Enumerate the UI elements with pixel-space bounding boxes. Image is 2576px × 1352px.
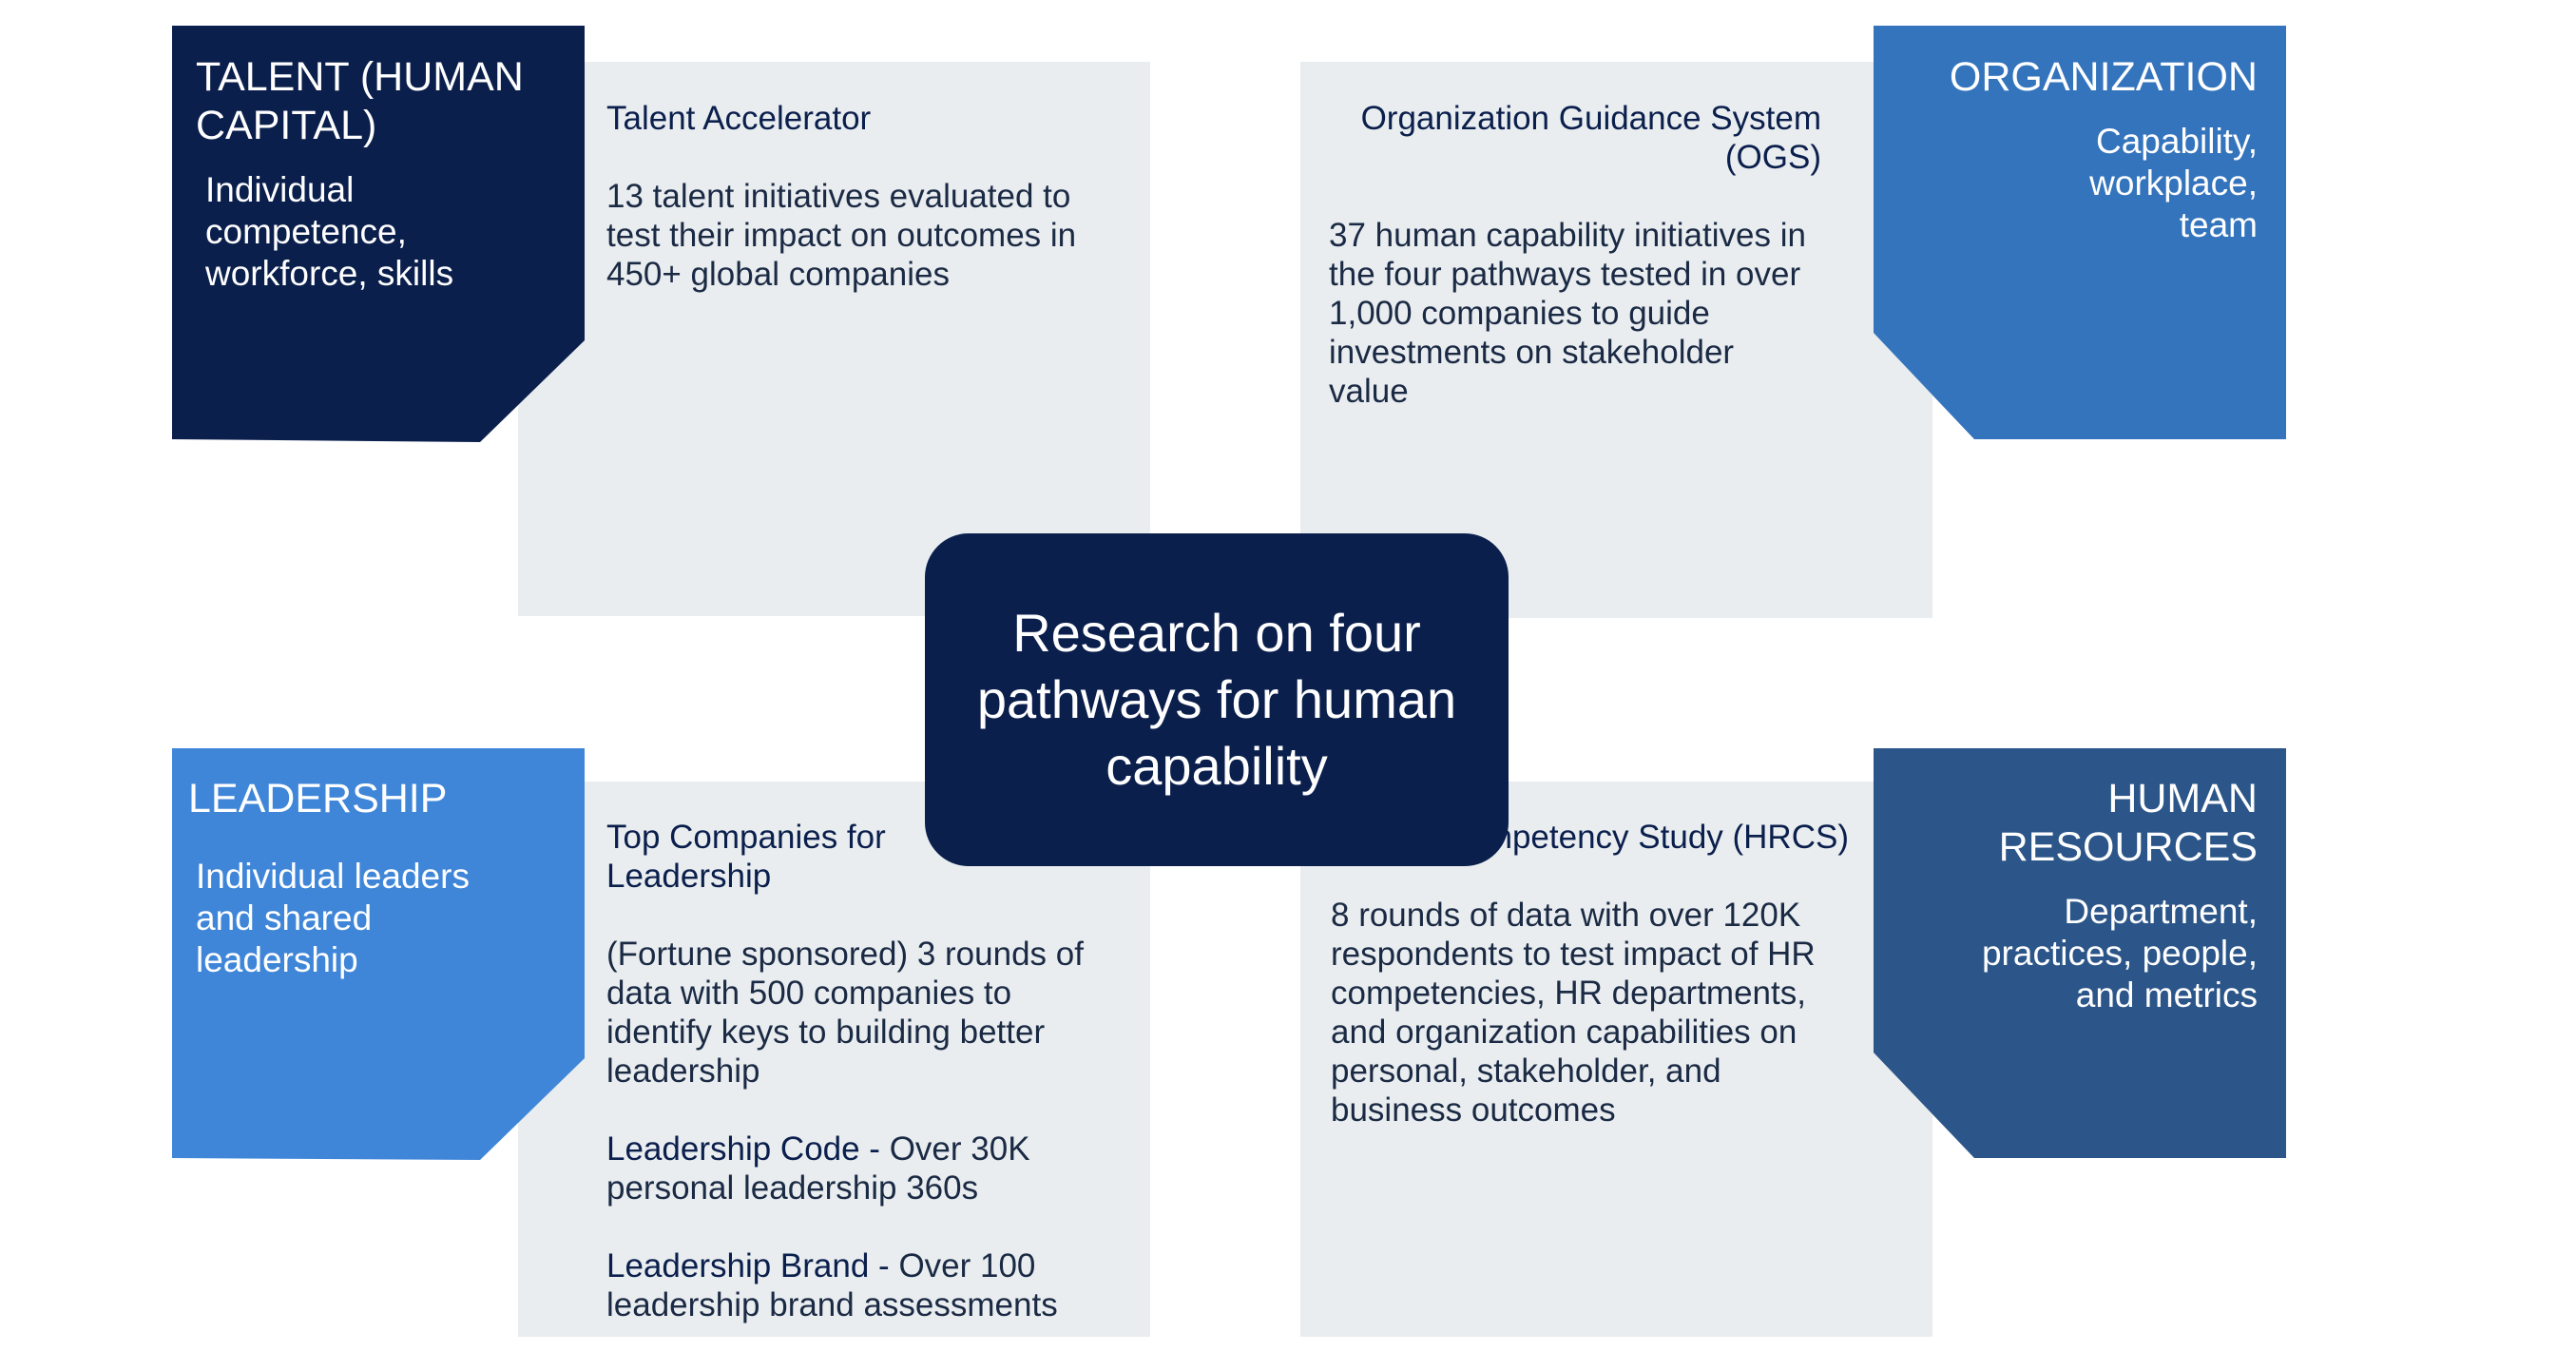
leadership-code-text: Over 30K personal leadership 360s [606,1130,1030,1207]
hr-panel-text: HR Competency Study (HRCS) 8 rounds of d… [1331,818,1849,1130]
organization-tag: ORGANIZATION Capability, workplace, team [1901,53,2258,246]
leadership-description: Individual leaders and shared leadership [196,857,470,979]
hr-heading: HUMAN RESOURCES [1998,776,2258,870]
leadership-panel-title: Top Companies for Leadership [606,819,886,895]
organization-heading: ORGANIZATION [1949,54,2258,100]
leadership-code: Leadership Code - Over 30K personal lead… [606,1130,1101,1207]
hr-description: Department, practices, people, and metri… [1981,892,2258,1014]
hr-panel-body: 8 rounds of data with over 120K responde… [1331,897,1816,1129]
hr-tag-shape [1874,748,2286,1158]
talent-panel-title: Talent Accelerator [606,100,872,137]
leadership-panel-body: (Fortune sponsored) 3 rounds of data wit… [606,936,1084,1090]
leadership-code-label: Leadership Code - [606,1130,880,1168]
leadership-brand-text: Over 100 leadership brand assessments [606,1247,1058,1323]
talent-panel [518,62,1150,616]
organization-panel-body: 37 human capability initiatives in the f… [1329,217,1806,410]
talent-description: Individual competence, workforce, skills [205,170,454,293]
organization-panel [1300,62,1932,618]
leadership-tag: LEADERSHIP Individual leaders and shared… [188,775,568,981]
center-title: Research on four pathways for human capa… [976,603,1457,796]
leadership-heading: LEADERSHIP [188,776,448,821]
hr-tag: HUMAN RESOURCES Department, practices, p… [1920,775,2258,1016]
talent-panel-text: Talent Accelerator 13 talent initiatives… [606,99,1101,294]
talent-heading: TALENT (HUMAN CAPITAL) [196,54,524,148]
leadership-brand-label: Leadership Brand - [606,1247,890,1284]
leadership-brand: Leadership Brand - Over 100 leadership b… [606,1246,1101,1324]
leadership-tag-shape [172,748,585,1160]
talent-tag-shape [172,26,585,442]
leadership-panel-text: Top Companies for Leadership (Fortune sp… [606,818,1101,1324]
organization-tag-shape [1874,26,2286,439]
leadership-panel [518,782,1150,1337]
organization-description: Capability, workplace, team [2089,122,2258,244]
organization-panel-title: Organization Guidance System (OGS) [1360,100,1821,176]
organization-panel-text: Organization Guidance System (OGS) 37 hu… [1329,99,1821,411]
center-box: Research on four pathways for human capa… [925,533,1509,866]
talent-panel-body: 13 talent initiatives evaluated to test … [606,178,1077,293]
talent-tag: TALENT (HUMAN CAPITAL) Individual compet… [196,53,576,295]
hr-panel [1300,782,1932,1337]
